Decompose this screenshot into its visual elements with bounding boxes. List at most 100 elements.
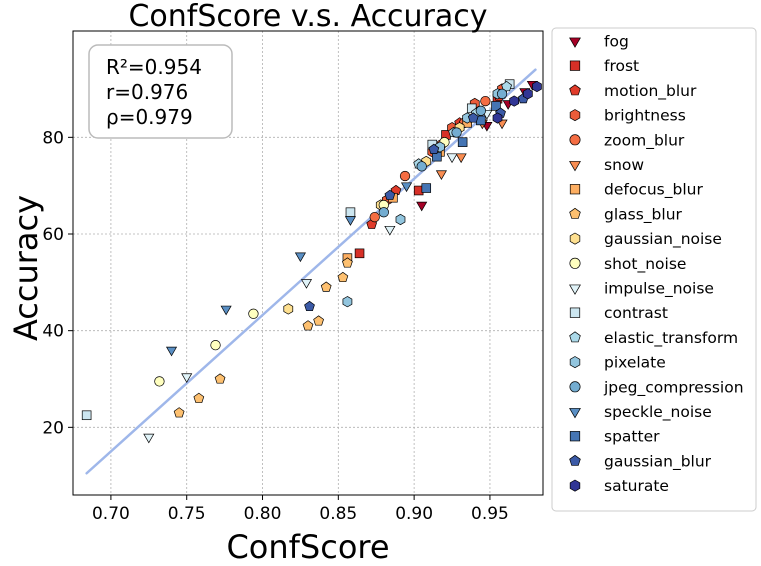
data-point-zoom-blur-1 [399,170,411,182]
data-point-glass-blur-2 [214,373,226,384]
legend-item-defocus-blur: defocus_blur [569,181,703,200]
data-point-saturate-1 [509,95,520,107]
legend: fog frost motion_blur brightness zoom_blursn… [551,27,757,512]
legend-label-snow: snow [604,156,644,174]
legend-marker-brightness [569,109,581,122]
legend-item-snow: snow [569,156,644,174]
legend-marker-frost [569,60,581,71]
x-tick-label-3: 0.85 [319,504,357,524]
data-point-gaussian-blur-3 [467,112,479,123]
chart-title: ConfScore v.s. Accuracy [128,0,487,34]
data-point-spatter-0 [421,183,432,193]
legend-item-contrast: contrast [569,304,668,322]
legend-label-motion-blur: motion_blur [604,82,697,101]
legend-label-pixelate: pixelate [604,354,666,372]
data-point-jpeg-compression-0 [378,207,389,218]
stat-r2: R²=0.954 [106,55,202,79]
series-gaussian-blur [304,93,529,312]
data-point-pixelate-0 [342,296,353,308]
y-axis-title: Accuracy [7,195,45,341]
legend-label-impulse-noise: impulse_noise [604,280,714,299]
legend-item-frost: frost [569,57,639,75]
legend-marker-contrast [569,307,581,318]
legend-item-fog: fog [569,33,629,51]
legend-label-shot-noise: shot_noise [604,255,686,274]
x-tick-label-1: 0.75 [168,504,206,524]
data-point-speckle-noise-2 [294,252,306,263]
legend-label-glass-blur: glass_blur [604,205,683,224]
data-point-shot-noise-0 [154,376,165,387]
data-point-jpeg-compression-1 [416,161,427,172]
legend-frame [551,27,757,512]
data-point-shot-noise-1 [210,340,221,351]
legend-item-gaussian-noise: gaussian_noise [569,230,722,249]
data-point-gaussian-blur-0 [304,300,315,312]
legend-marker-zoom-blur [569,134,581,146]
legend-label-gaussian-blur: gaussian_blur [604,452,712,471]
legend-item-brightness: brightness [569,107,686,125]
data-points-layer [81,79,542,444]
x-axis-title: ConfScore [226,528,389,566]
y-tick-label-1: 40 [42,322,64,342]
data-point-zoom-blur-4 [480,95,491,107]
y-tick-label-0: 20 [42,418,64,438]
data-point-saturate-0 [492,112,503,124]
legend-marker-motion-blur [569,84,581,96]
legend-marker-elastic-transform [569,331,581,343]
data-point-jpeg-compression-3 [475,105,486,116]
data-point-zoom-blur-0 [369,211,380,223]
legend-label-contrast: contrast [604,304,668,322]
legend-label-spatter: spatter [604,428,660,446]
series-jpeg-compression [378,88,508,218]
legend-item-motion-blur: motion_blur [569,82,697,101]
legend-marker-glass-blur [569,207,581,219]
data-point-spatter-2 [457,137,468,147]
legend-item-zoom-blur: zoom_blur [569,131,685,150]
legend-marker-snow [569,161,581,172]
fit-line-layer [85,68,537,475]
legend-item-pixelate: pixelate [569,354,666,372]
data-point-contrast-0 [81,410,92,421]
legend-item-speckle-noise: speckle_noise [569,403,712,422]
legend-label-zoom-blur: zoom_blur [604,131,685,150]
stat-spearman-rho: ρ=0.979 [106,105,193,129]
legend-label-elastic-transform: elastic_transform [604,329,738,348]
plot-area-frame [72,30,544,496]
data-point-impulse-noise-3 [384,225,396,236]
data-point-saturate-3 [532,80,542,93]
series-saturate [492,80,542,124]
legend-item-saturate: saturate [569,477,669,495]
legend-label-speckle-noise: speckle_noise [604,403,712,422]
x-tick-label-4: 0.90 [395,504,433,524]
legend-label-gaussian-noise: gaussian_noise [604,230,722,249]
stats-box-frame [88,44,233,139]
data-point-speckle-noise-0 [165,346,178,357]
series-glass-blur [173,257,353,418]
data-point-jpeg-compression-2 [451,127,462,138]
data-point-glass-blur-3 [302,320,314,331]
data-point-glass-blur-1 [193,392,205,403]
legend-marker-defocus-blur [569,184,581,195]
data-point-glass-blur-5 [320,281,332,292]
data-point-pixelate-1 [395,213,406,226]
legend-marker-gaussian-blur [569,454,581,466]
data-point-jpeg-compression-4 [496,88,508,99]
stat-pearson-r: r=0.976 [106,80,188,104]
legend-marker-speckle-noise [569,408,581,419]
legend-item-shot-noise: shot_noise [569,255,686,274]
legend-item-impulse-noise: impulse_noise [569,280,714,299]
series-impulse-noise [143,109,493,444]
y-tick-label-2: 60 [42,225,64,245]
data-point-gaussian-blur-1 [384,189,396,200]
legend-items: fog frost motion_blur brightness zoom_blursn… [569,33,744,495]
series-speckle-noise [165,182,413,357]
y-tick-label-3: 80 [42,128,64,148]
data-point-speckle-noise-1 [220,305,232,316]
legend-marker-gaussian-noise [569,232,581,245]
data-point-saturate-2 [522,88,533,100]
data-point-frost-0 [354,248,365,259]
legend-label-jpeg-compression: jpeg_compression [603,378,744,397]
legend-label-brightness: brightness [604,107,686,125]
legend-label-fog: fog [604,33,629,51]
legend-item-spatter: spatter [569,428,660,446]
